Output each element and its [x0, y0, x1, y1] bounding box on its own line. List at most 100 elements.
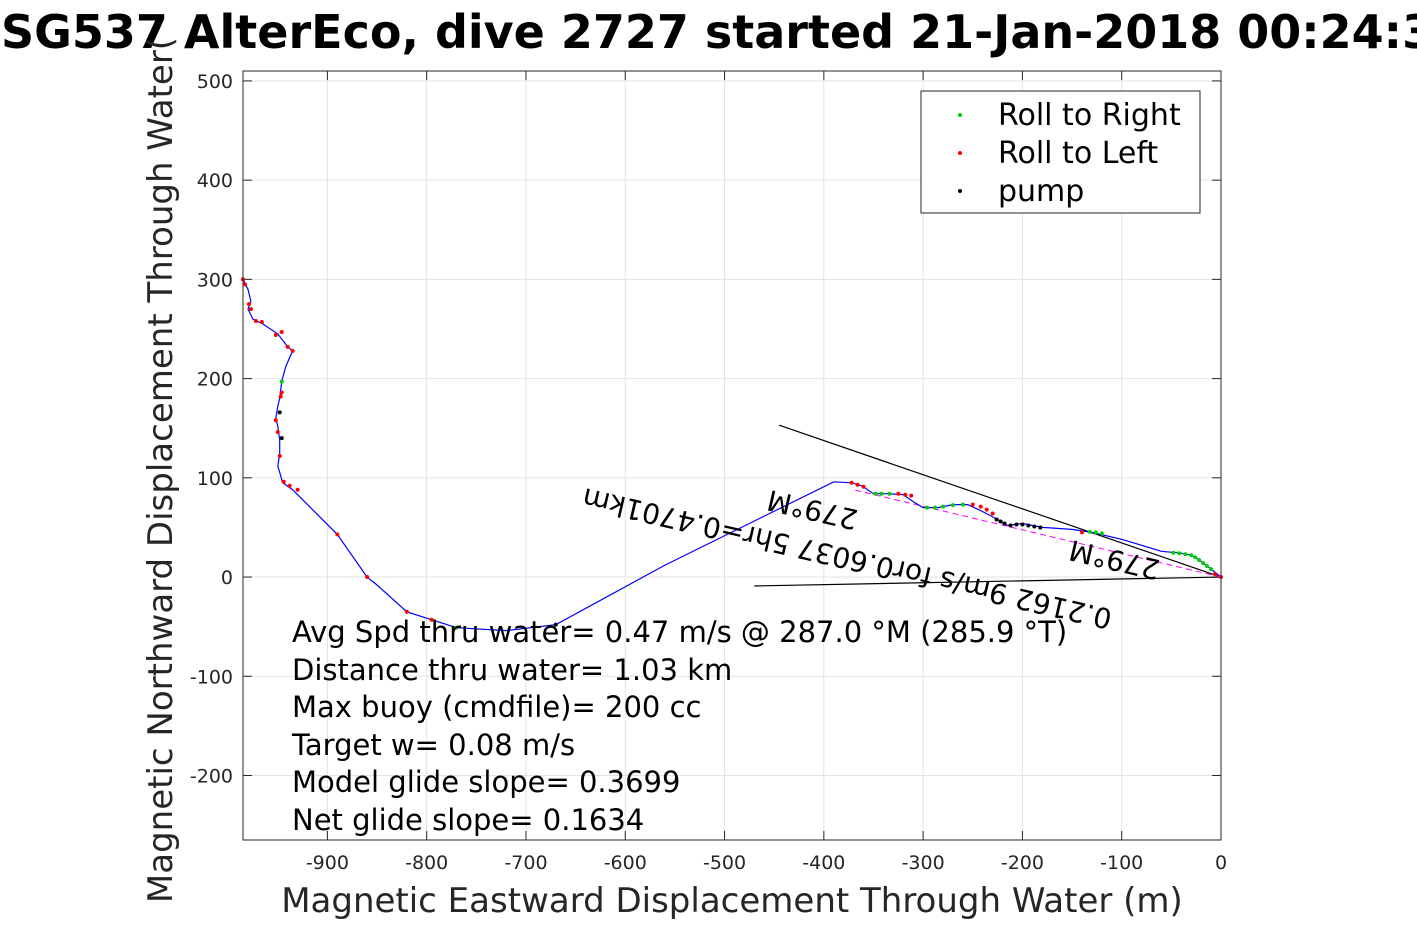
roll-to-right-marker	[1087, 529, 1092, 534]
roll-to-left-marker	[990, 511, 995, 516]
roll-to-left-marker	[248, 307, 253, 312]
roll-to-right-marker	[454, 625, 459, 630]
roll-to-right-marker	[1183, 552, 1188, 557]
axes-box	[242, 70, 1222, 841]
chart-title: SG537 AlterEco, dive 2727 started 21-Jan…	[1, 5, 1417, 59]
x-tick-label: -900	[306, 852, 349, 874]
reference-line	[853, 489, 1222, 578]
y-tick-label: -100	[190, 666, 233, 688]
legend-marker-roll-right	[958, 113, 962, 117]
roll-to-right-marker	[1099, 531, 1104, 536]
roll-to-left-marker	[1079, 530, 1084, 535]
x-tick-label: -700	[504, 852, 547, 874]
roll-to-left-marker	[279, 390, 284, 395]
roll-to-left-marker	[849, 480, 854, 485]
legend-marker-roll-left	[958, 151, 962, 155]
pump-marker	[1020, 522, 1025, 527]
roll-to-left-marker	[275, 430, 280, 435]
roll-to-right-marker	[1177, 551, 1182, 556]
pump-marker	[994, 517, 999, 522]
roll-to-left-marker	[978, 504, 983, 509]
roll-to-right-marker	[1209, 567, 1214, 572]
x-tick-label: -200	[1001, 852, 1044, 874]
pump-marker	[553, 622, 558, 627]
roll-to-left-marker	[259, 320, 264, 325]
pump-marker	[1038, 525, 1043, 530]
roll-to-left-marker	[365, 575, 370, 580]
x-tick-label: -100	[1100, 852, 1143, 874]
x-axis-label: Magnetic Eastward Displacement Through W…	[281, 881, 1183, 921]
roll-to-right-marker	[279, 379, 284, 384]
y-tick-label: 300	[197, 269, 233, 291]
x-tick-label: -400	[802, 852, 845, 874]
x-tick-label: -500	[703, 852, 746, 874]
y-axis-label: Magnetic Northward Displacement Through …	[141, 37, 181, 903]
y-axis-ticks: -200 -100 0 100 200 300 400 500	[190, 71, 1221, 788]
roll-to-left-marker	[281, 479, 286, 484]
roll-to-left-marker	[404, 609, 409, 614]
y-tick-label: 200	[197, 369, 233, 391]
roll-to-right-marker	[887, 491, 892, 496]
legend-marker-pump	[958, 189, 962, 193]
roll-to-left-marker	[279, 329, 284, 334]
roll-to-right-marker	[873, 491, 878, 496]
y-tick-label: -200	[190, 766, 233, 788]
y-tick-label: 0	[221, 567, 233, 589]
roll-to-left-marker	[295, 487, 300, 492]
legend: Roll to Right Roll to Left pump	[920, 90, 1201, 214]
summary-annotations: Avg Spd thru water= 0.47 m/s @ 287.0 °M …	[291, 615, 1067, 837]
roll-to-left-marker	[278, 394, 283, 399]
roll-to-right-marker	[933, 505, 938, 510]
roll-to-left-marker	[1213, 572, 1218, 577]
roll-to-left-marker	[335, 532, 340, 537]
roll-to-left-marker	[277, 453, 282, 458]
roll-to-left-marker	[290, 348, 295, 353]
roll-to-left-marker	[984, 507, 989, 512]
x-tick-label: -800	[405, 852, 448, 874]
roll-to-right-marker	[1193, 555, 1198, 560]
summary-line: Distance thru water= 1.03 km	[292, 653, 732, 687]
pump-marker	[279, 436, 284, 441]
roll-to-left-marker	[253, 319, 258, 324]
roll-to-right-marker	[1197, 558, 1202, 563]
y-tick-label: 400	[197, 170, 233, 192]
roll-to-left-marker	[861, 484, 866, 489]
y-tick-label: 100	[197, 468, 233, 490]
x-axis-ticks: -900 -800 -700 -600 -500 -400 -300 -200 -100 0	[306, 71, 1227, 874]
roll-to-right-marker	[1093, 530, 1098, 535]
roll-to-left-marker	[970, 502, 975, 507]
summary-line: Model glide slope= 0.3699	[292, 765, 680, 799]
roll-to-right-marker	[1205, 564, 1210, 569]
roll-to-left-marker	[285, 344, 290, 349]
roll-to-left-marker	[909, 493, 914, 498]
reference-line	[754, 576, 1222, 587]
legend-label-pump: pump	[998, 174, 1084, 209]
pump-marker	[277, 410, 282, 415]
reference-line	[778, 424, 1222, 578]
y-tick-label: 500	[197, 71, 233, 93]
reference-lines	[754, 424, 1222, 587]
roll-to-left-marker	[903, 492, 908, 497]
roll-to-right-marker	[925, 505, 930, 510]
roll-to-left-marker	[287, 483, 292, 488]
legend-box	[920, 90, 1201, 214]
roll-to-left-marker	[242, 282, 247, 287]
roll-to-right-marker	[879, 491, 884, 496]
summary-line: Max buoy (cmdfile)= 200 cc	[292, 690, 701, 724]
pump-marker	[998, 519, 1003, 524]
pump-marker	[1032, 524, 1037, 529]
roll-to-left-marker	[273, 418, 278, 423]
roll-pump-markers	[241, 277, 1223, 630]
roll-to-right-marker	[960, 502, 965, 507]
roll-to-right-marker	[950, 503, 955, 508]
summary-line: Net glide slope= 0.1634	[292, 803, 644, 837]
roll-to-left-marker	[896, 491, 901, 496]
pump-marker	[1014, 522, 1019, 527]
pump-marker	[1002, 521, 1007, 526]
legend-label-roll-right: Roll to Right	[998, 98, 1181, 133]
roll-to-right-marker	[1171, 550, 1176, 555]
roll-to-left-marker	[246, 302, 251, 307]
summary-line: Target w= 0.08 m/s	[291, 728, 575, 762]
pump-marker	[1008, 523, 1013, 528]
